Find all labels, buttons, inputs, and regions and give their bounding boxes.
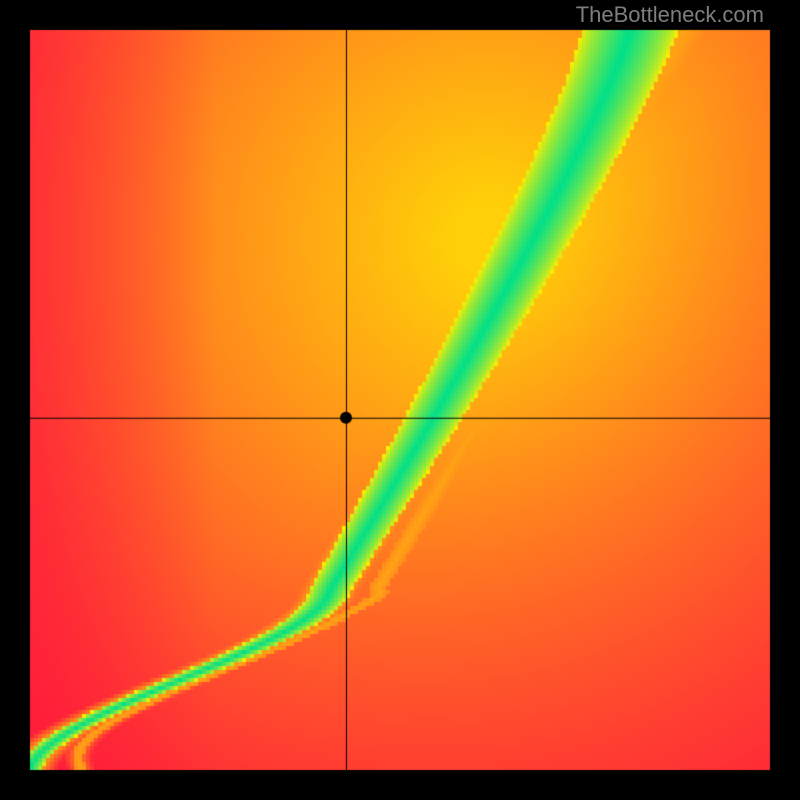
watermark-text: TheBottleneck.com (576, 2, 764, 28)
heatmap-canvas (0, 0, 800, 800)
chart-area (0, 0, 800, 800)
page-root: { "canvas": { "width": 800, "height": 80… (0, 0, 800, 800)
